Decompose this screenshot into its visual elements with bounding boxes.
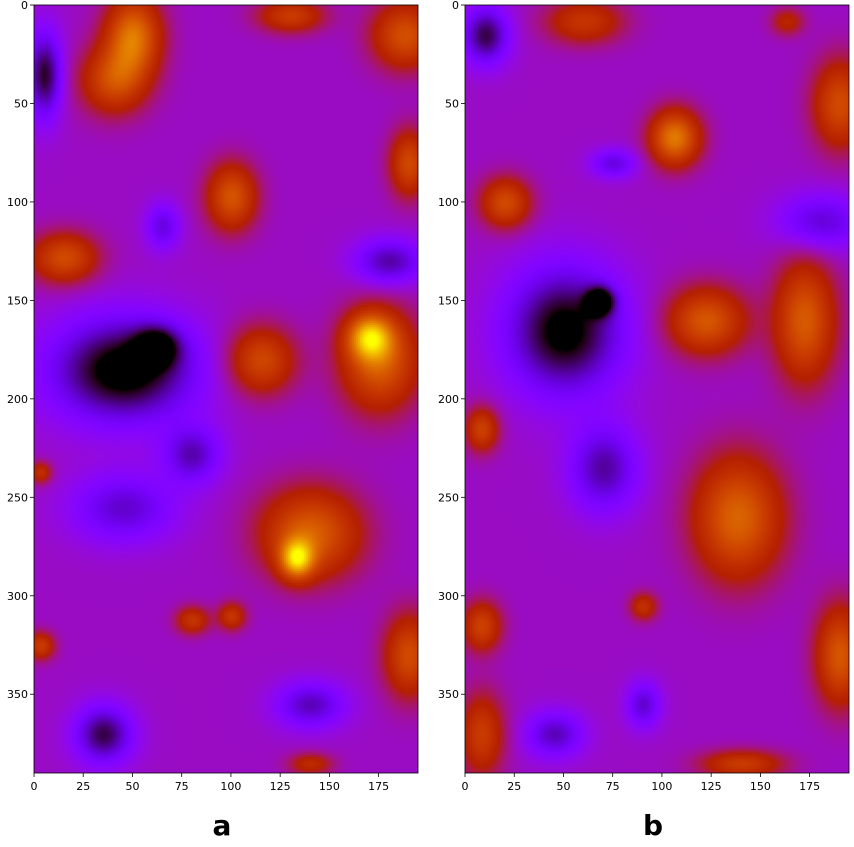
heatmap-b — [465, 5, 849, 773]
x-tick-label: 125 — [701, 780, 722, 793]
y-tick-label: 200 — [438, 393, 459, 406]
x-tick-label: 50 — [125, 780, 139, 793]
y-tick-label: 100 — [438, 196, 459, 209]
y-tick-label: 200 — [7, 393, 28, 406]
x-tick-label: 50 — [556, 780, 570, 793]
y-tick-label: 50 — [445, 97, 459, 110]
y-tick-label: 350 — [438, 688, 459, 701]
x-tick-label: 25 — [507, 780, 521, 793]
y-tick-label: 0 — [21, 0, 28, 12]
y-tick-label: 0 — [452, 0, 459, 12]
panel-label-a: a — [213, 809, 232, 842]
y-tick-label: 250 — [7, 491, 28, 504]
panel-b: 0 25 50 75 100 125 150 175 0 50 100 150 200 250 300 35… — [438, 0, 850, 842]
x-tick-label: 100 — [220, 780, 241, 793]
x-tick-label: 125 — [270, 780, 291, 793]
x-tick-label: 0 — [31, 780, 38, 793]
x-tick-label: 150 — [750, 780, 771, 793]
x-tick-label: 100 — [651, 780, 672, 793]
y-tick-label: 350 — [7, 688, 28, 701]
y-tick-label: 100 — [7, 196, 28, 209]
axes-frame-b — [464, 4, 850, 774]
x-axis-b: 0 25 50 75 100 125 150 175 — [462, 773, 820, 793]
x-tick-label: 75 — [175, 780, 189, 793]
heatmap-a — [34, 5, 418, 773]
y-tick-label: 250 — [438, 491, 459, 504]
y-tick-label: 150 — [7, 294, 28, 307]
y-tick-label: 300 — [438, 590, 459, 603]
x-tick-label: 0 — [462, 780, 469, 793]
axes-frame-a — [33, 4, 419, 774]
y-tick-label: 300 — [7, 590, 28, 603]
panel-label-b: b — [643, 809, 663, 842]
y-axis-a: 0 50 100 150 200 250 300 350 — [7, 0, 34, 701]
x-tick-label: 150 — [319, 780, 340, 793]
x-tick-label: 175 — [799, 780, 820, 793]
x-tick-label: 75 — [606, 780, 620, 793]
y-axis-b: 0 50 100 150 200 250 300 350 — [438, 0, 465, 701]
y-tick-label: 50 — [14, 97, 28, 110]
x-tick-label: 25 — [76, 780, 90, 793]
panel-a: 0 25 50 75 100 125 150 175 0 50 100 150 200 250 300 35… — [7, 0, 419, 842]
x-tick-label: 175 — [368, 780, 389, 793]
y-tick-label: 150 — [438, 294, 459, 307]
x-axis-a: 0 25 50 75 100 125 150 175 — [31, 773, 389, 793]
